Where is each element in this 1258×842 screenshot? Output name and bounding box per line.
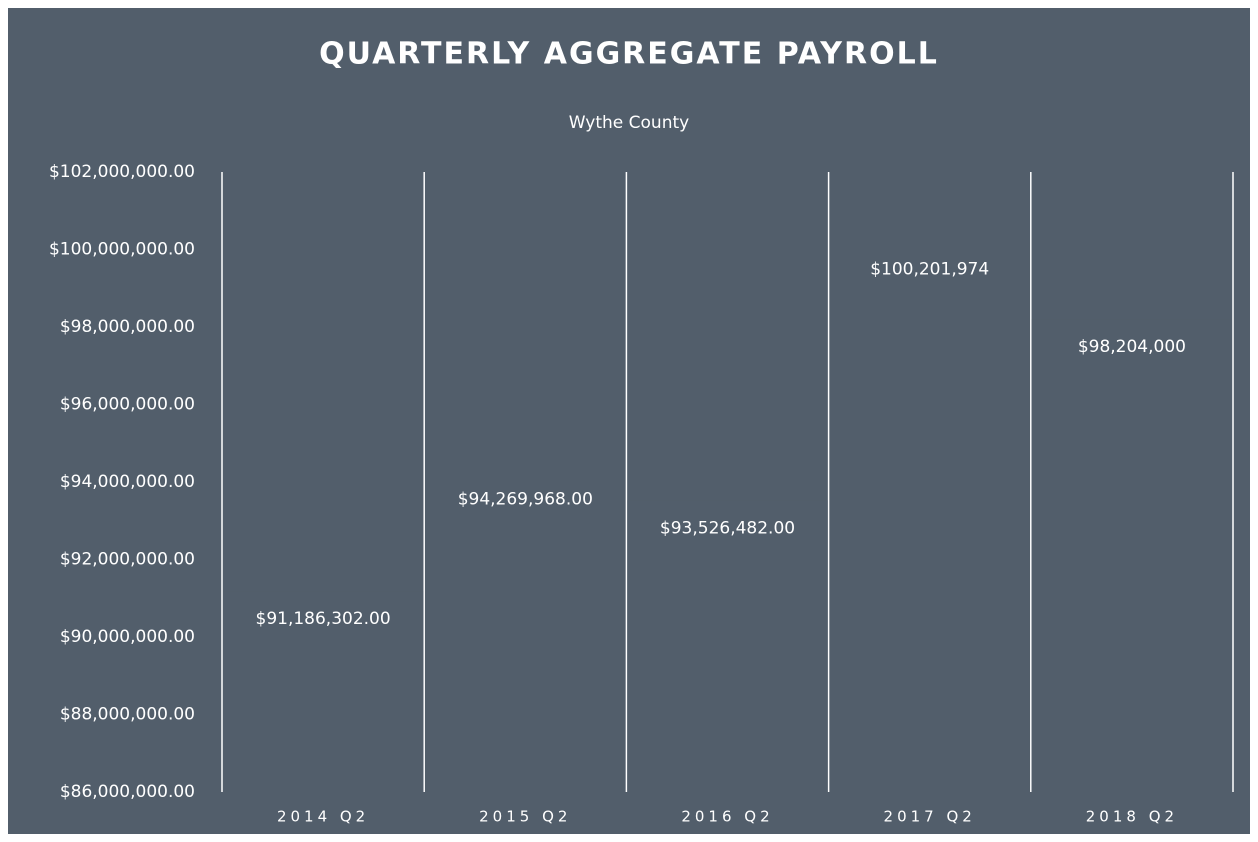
data-label: $100,201,974 — [870, 260, 989, 280]
x-tick-label: 2018 Q2 — [1086, 808, 1178, 826]
x-tick-label: 2017 Q2 — [884, 808, 976, 826]
x-tick-label: 2015 Q2 — [479, 808, 571, 826]
y-tick-label: $94,000,000.00 — [60, 472, 195, 492]
y-tick-label: $88,000,000.00 — [60, 705, 195, 725]
data-label: $91,186,302.00 — [256, 609, 391, 629]
y-tick-label: $86,000,000.00 — [60, 782, 195, 802]
x-tick-label: 2016 Q2 — [681, 808, 773, 826]
bar — [1031, 319, 1232, 792]
data-label: $98,204,000 — [1078, 337, 1186, 357]
bar — [425, 471, 626, 792]
data-label: $94,269,968.00 — [458, 490, 593, 510]
bar — [627, 500, 828, 792]
chart-subtitle: Wythe County — [569, 113, 689, 133]
data-label: $93,526,482.00 — [660, 518, 795, 538]
bar — [829, 241, 1030, 792]
bar — [223, 591, 424, 792]
y-tick-label: $92,000,000.00 — [60, 550, 195, 570]
y-tick-label: $90,000,000.00 — [60, 627, 195, 647]
y-tick-label: $98,000,000.00 — [60, 317, 195, 337]
x-tick-label: 2014 Q2 — [277, 808, 369, 826]
y-tick-label: $96,000,000.00 — [60, 395, 195, 415]
y-tick-label: $102,000,000.00 — [49, 162, 195, 182]
chart-title: QUARTERLY AGGREGATE PAYROLL — [319, 37, 939, 72]
y-tick-label: $100,000,000.00 — [49, 240, 195, 260]
